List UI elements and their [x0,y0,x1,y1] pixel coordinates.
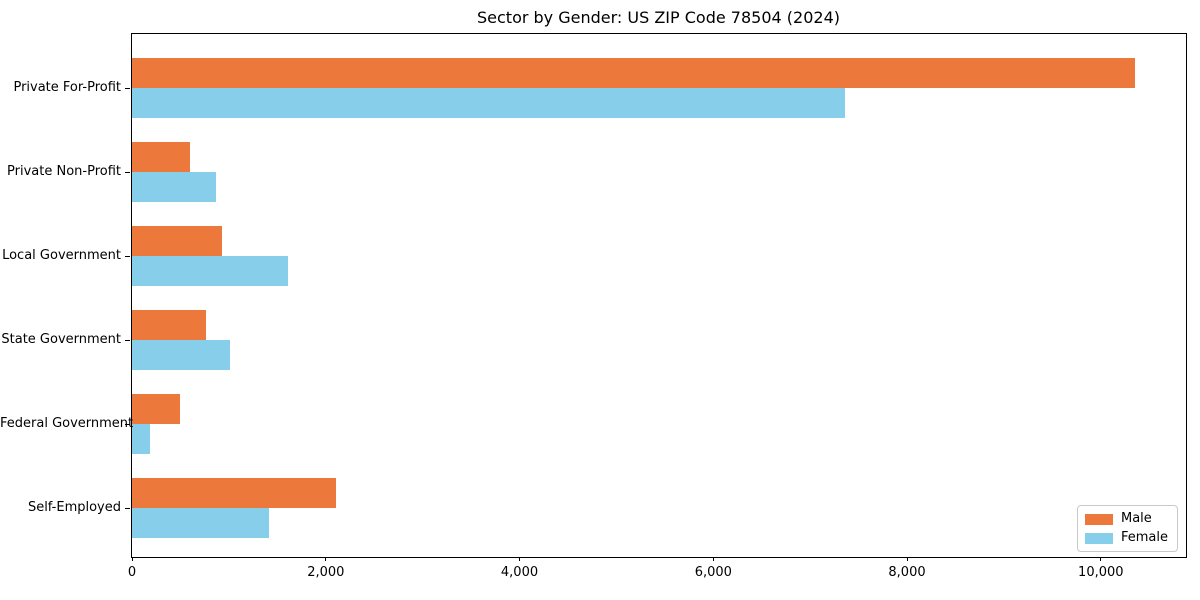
x-axis-tick [906,557,908,561]
bar-male-private-non-profit [132,142,191,172]
legend-label-male: Male [1120,511,1152,526]
y-axis-tick [125,172,130,173]
x-tick-label-2000: 2,000 [307,565,345,580]
bar-female-local-government [132,256,288,286]
bar-female-private-for-profit [132,88,845,118]
female-color-swatch [1084,532,1113,544]
bar-male-private-for-profit [132,58,1135,88]
bar-male-state-government [132,310,206,340]
x-tick-label-10000: 10,000 [1078,565,1124,580]
x-axis-tick [1100,557,1102,561]
x-axis-tick [132,557,133,561]
x-tick-label-0: 0 [127,565,137,580]
x-tick-label-4000: 4,000 [500,565,539,580]
x-axis-tick [712,557,714,561]
category-label-self-employed: Self-Employed [27,500,121,515]
category-label-private-for-profit: Private For-Profit [13,80,121,95]
legend-item-female: Female [1084,530,1168,545]
bar-female-self-employed [132,508,269,538]
male-color-swatch [1084,513,1113,525]
y-axis-tick [125,88,130,89]
legend-item-male: Male [1084,511,1168,526]
legend: Male Female [1076,505,1178,552]
x-axis-tick [519,557,520,561]
chart-title: Sector by Gender: US ZIP Code 78504 (202… [477,8,840,27]
legend-label-female: Female [1120,530,1168,545]
bar-male-local-government [132,226,223,256]
y-axis-tick [125,508,130,509]
category-label-state-government: State Government [1,332,121,347]
y-axis-tick [125,424,130,425]
bar-female-state-government [132,340,230,370]
x-tick-label-8000: 8,000 [888,565,926,580]
category-label-private-non-profit: Private Non-Profit [7,164,121,179]
category-label-federal-government: Federal Government [0,416,134,431]
bar-female-federal-government [132,424,151,454]
y-axis-tick [125,340,130,341]
x-axis-tick [325,557,327,561]
category-label-local-government: Local Government [2,248,121,263]
x-tick-label-6000: 6,000 [694,565,732,580]
bar-male-self-employed [132,478,337,508]
plot-area: Male Female 0 2,000 4,000 6,000 8,000 10,000 [128,33,1187,580]
bar-female-private-non-profit [132,172,217,202]
y-axis-tick [125,256,130,257]
bar-male-federal-government [132,394,181,424]
